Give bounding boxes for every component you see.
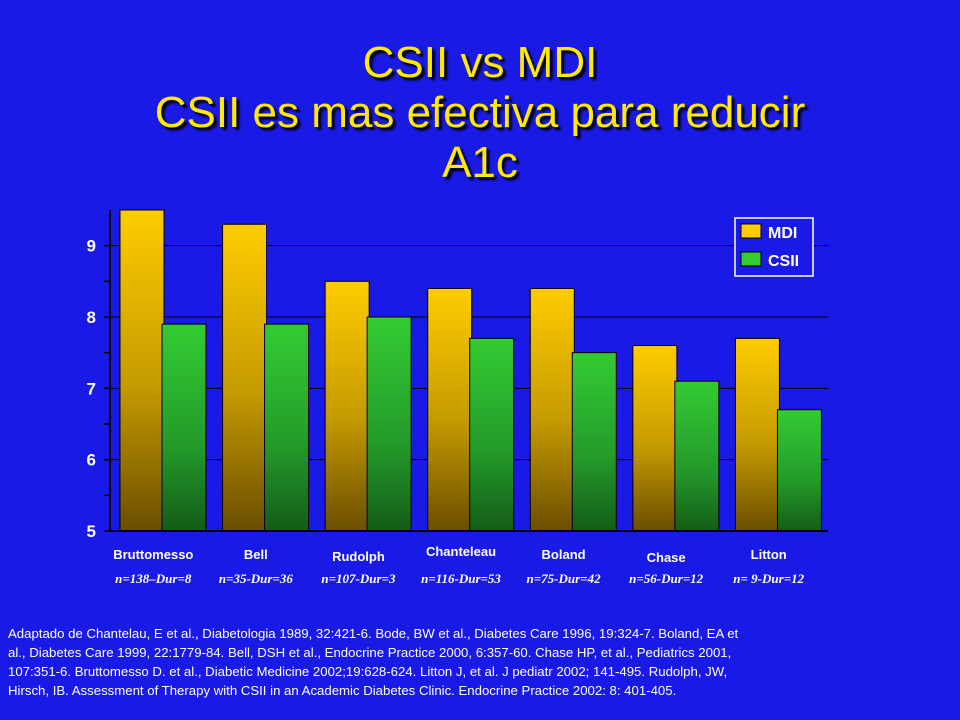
title-line-2: CSII es mas efectiva para reducir — [154, 88, 806, 137]
bar-mdi — [119, 209, 165, 532]
bar-mdi — [222, 223, 268, 532]
x-category-label: Rudolph — [332, 549, 385, 564]
bar-chart: 5 6 7 8 9 Bruttomesso n=138–Dur=8 Bell n=35-Dur… — [87, 209, 828, 586]
bar-csii — [674, 380, 720, 532]
bar-layer — [119, 209, 822, 532]
y-tick-label: 5 — [87, 522, 96, 541]
label-layer: Bruttomesso n=138–Dur=8 Bell n=35-Dur=36 Rud… — [113, 544, 804, 586]
x-category-note: n=35-Dur=36 — [219, 571, 294, 586]
x-category-label: Bell — [244, 547, 268, 562]
bar-mdi — [529, 287, 575, 532]
bar-csii — [571, 352, 617, 532]
y-tick-label: 8 — [87, 308, 96, 327]
legend-label-mdi: MDI — [768, 225, 797, 242]
x-category-label: Chase — [647, 550, 686, 565]
y-tick-label: 6 — [87, 451, 96, 470]
bar-csii — [776, 409, 822, 532]
x-category-label: Bruttomesso — [113, 547, 193, 562]
x-category-note: n= 9-Dur=12 — [733, 571, 804, 586]
bar-mdi — [632, 345, 678, 532]
bar-mdi — [427, 287, 473, 532]
x-category-label: Boland — [542, 547, 586, 562]
bar-csii — [264, 323, 310, 532]
title-line-3: A1c — [442, 138, 518, 187]
bar-csii — [161, 323, 207, 532]
x-category-note: n=107-Dur=3 — [321, 571, 396, 586]
title-line-1: CSII vs MDI — [362, 38, 598, 87]
bar-mdi — [734, 337, 780, 532]
bar-csii — [366, 316, 412, 532]
slide-title: CSII vs MDI CSII es mas efectiva para re… — [60, 38, 900, 188]
x-category-note: n=116-Dur=53 — [421, 571, 501, 586]
legend-swatch-mdi — [740, 223, 762, 239]
axis-layer: 5 6 7 8 9 — [87, 210, 828, 541]
y-tick-label: 9 — [87, 237, 96, 256]
x-category-note: n=138–Dur=8 — [115, 571, 192, 586]
bar-csii — [469, 337, 515, 532]
bar-mdi — [324, 280, 370, 532]
x-category-label: Litton — [751, 547, 787, 562]
legend: MDI CSII — [734, 217, 814, 277]
y-tick-label: 7 — [87, 379, 96, 398]
legend-label-csii: CSII — [768, 253, 799, 270]
x-category-label: Chanteleau — [426, 544, 496, 559]
x-category-note: n=56-Dur=12 — [629, 571, 704, 586]
x-category-note: n=75-Dur=42 — [527, 571, 602, 586]
legend-swatch-csii — [740, 251, 762, 267]
references-footnote: Adaptado de Chantelau, E et al., Diabeto… — [8, 626, 739, 698]
